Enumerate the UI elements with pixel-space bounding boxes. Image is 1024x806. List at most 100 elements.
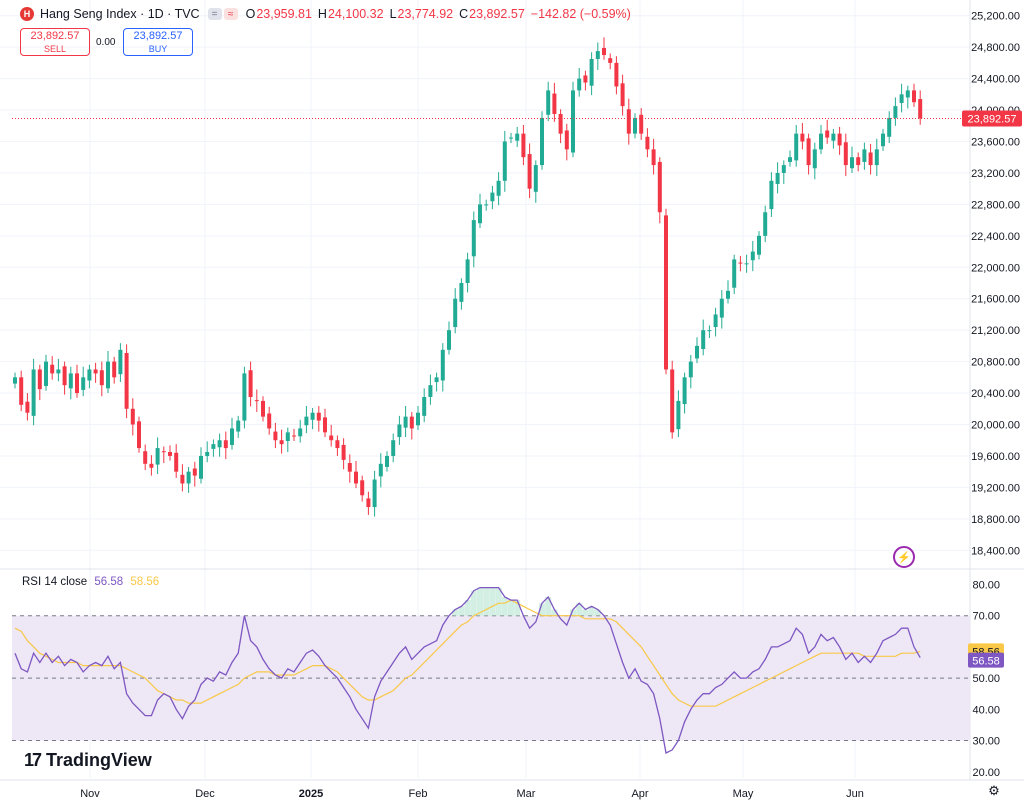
- tradingview-logo[interactable]: 17 TradingView: [24, 750, 152, 771]
- candle-body: [509, 137, 513, 139]
- candle-body: [304, 416, 309, 426]
- candle-body: [143, 451, 148, 464]
- spread-value: 0.00: [96, 37, 116, 48]
- candle-body: [552, 93, 557, 114]
- candle-body: [378, 463, 383, 477]
- buy-button[interactable]: 23,892.57 BUY: [123, 28, 193, 56]
- candle-body: [459, 283, 464, 302]
- candle-body: [354, 471, 358, 484]
- candle-body: [540, 117, 544, 166]
- symbol-title[interactable]: Hang Seng Index · 1D · TVC: [40, 7, 200, 21]
- candle-body: [106, 361, 110, 389]
- candle-body: [341, 444, 346, 460]
- candle-body: [31, 369, 36, 416]
- rsi-tick-label: 50.00: [972, 673, 1000, 685]
- candle-body: [794, 133, 799, 161]
- candle-body: [862, 149, 867, 162]
- candle-body: [248, 370, 253, 397]
- candle-body: [471, 220, 476, 257]
- price-tick-label: 22,000.00: [971, 262, 1020, 274]
- time-tick-label: Jun: [846, 788, 864, 800]
- candle-body: [397, 424, 402, 438]
- rsi-overbought-fill: [452, 587, 601, 616]
- candle-body: [254, 400, 259, 402]
- candle-body: [37, 369, 42, 390]
- approx-icon[interactable]: ≈: [223, 8, 238, 20]
- candle-body: [161, 451, 166, 453]
- price-tick-label: 24,400.00: [971, 74, 1020, 86]
- candle-body: [676, 400, 681, 430]
- candle-body: [515, 133, 520, 141]
- candle-body: [874, 149, 879, 166]
- sell-button[interactable]: 23,892.57 SELL: [20, 28, 90, 56]
- candle-body: [806, 138, 811, 166]
- candle-body: [707, 330, 712, 332]
- candle-body: [564, 130, 569, 150]
- candle-body: [335, 440, 340, 449]
- candle-body: [639, 114, 644, 134]
- candle-body: [403, 416, 408, 428]
- candle-body: [781, 165, 786, 173]
- rsi-ma-legend-value: 58.56: [130, 576, 160, 588]
- candle-body: [577, 78, 582, 91]
- rsi-pane: 80.0070.0060.0050.0040.0030.0020.0058.56…: [12, 579, 1004, 779]
- candle-body: [850, 157, 854, 169]
- settings-gear-icon[interactable]: ⚙: [988, 783, 1000, 798]
- candle-body: [155, 448, 160, 465]
- candle-body: [25, 401, 30, 413]
- candle-body: [391, 440, 396, 456]
- candle-body: [682, 377, 687, 405]
- candle-body: [899, 94, 904, 103]
- candle-body: [168, 452, 172, 456]
- candle-body: [62, 366, 67, 386]
- candle-body: [298, 428, 303, 437]
- candle-body: [56, 369, 61, 374]
- candle-body: [416, 412, 420, 426]
- low-label: L: [389, 7, 397, 21]
- rsi-legend[interactable]: RSI 14 close 56.58 58.56: [22, 576, 159, 588]
- candle-body: [75, 373, 79, 394]
- buy-label: BUY: [148, 44, 168, 54]
- candle-body: [372, 479, 377, 508]
- price-tick-label: 20,800.00: [971, 357, 1020, 369]
- candle-body: [347, 463, 352, 472]
- time-tick-label: Nov: [80, 788, 100, 800]
- candle-body: [695, 345, 699, 359]
- candle-body: [112, 361, 117, 378]
- candle-body: [602, 47, 606, 56]
- candle-body: [180, 474, 185, 484]
- symbol-header[interactable]: H Hang Seng Index · 1D · TVC = ≈ O 23,959…: [20, 5, 637, 23]
- rsi-tick-label: 70.00: [972, 611, 1000, 623]
- candle-body: [825, 130, 830, 138]
- candle-body: [788, 157, 792, 162]
- rsi-tick-label: 80.00: [972, 579, 1000, 591]
- rsi-last-label: 56.58: [972, 656, 1000, 668]
- candle-body: [837, 133, 842, 146]
- high-value: 24,100.32: [327, 7, 384, 21]
- rsi-line: [14, 586, 921, 754]
- price-tick-label: 22,800.00: [971, 199, 1020, 211]
- candle-body: [719, 298, 724, 318]
- time-tick-label: May: [733, 788, 754, 800]
- symbol-logo-icon: H: [20, 7, 34, 21]
- rsi-title: RSI 14 close: [22, 576, 88, 588]
- candle-body: [614, 62, 619, 87]
- candle-body: [13, 377, 17, 384]
- candle-body: [81, 377, 86, 390]
- candle-body: [732, 259, 737, 288]
- low-value: 23,774.92: [397, 7, 454, 21]
- price-tick-label: 18,800.00: [971, 514, 1020, 526]
- candle-body: [236, 420, 241, 432]
- candle-body: [99, 370, 104, 386]
- candle-body: [750, 251, 755, 261]
- candle-body: [428, 385, 433, 397]
- lightning-icon[interactable]: ⚡: [893, 546, 915, 568]
- candle-body: [571, 90, 575, 153]
- candle-body: [316, 412, 321, 421]
- candle-body: [744, 263, 749, 265]
- open-value: 23,959.81: [256, 7, 312, 21]
- candle-body: [137, 421, 141, 449]
- price-tick-label: 21,200.00: [971, 325, 1020, 337]
- equals-icon[interactable]: =: [207, 8, 222, 20]
